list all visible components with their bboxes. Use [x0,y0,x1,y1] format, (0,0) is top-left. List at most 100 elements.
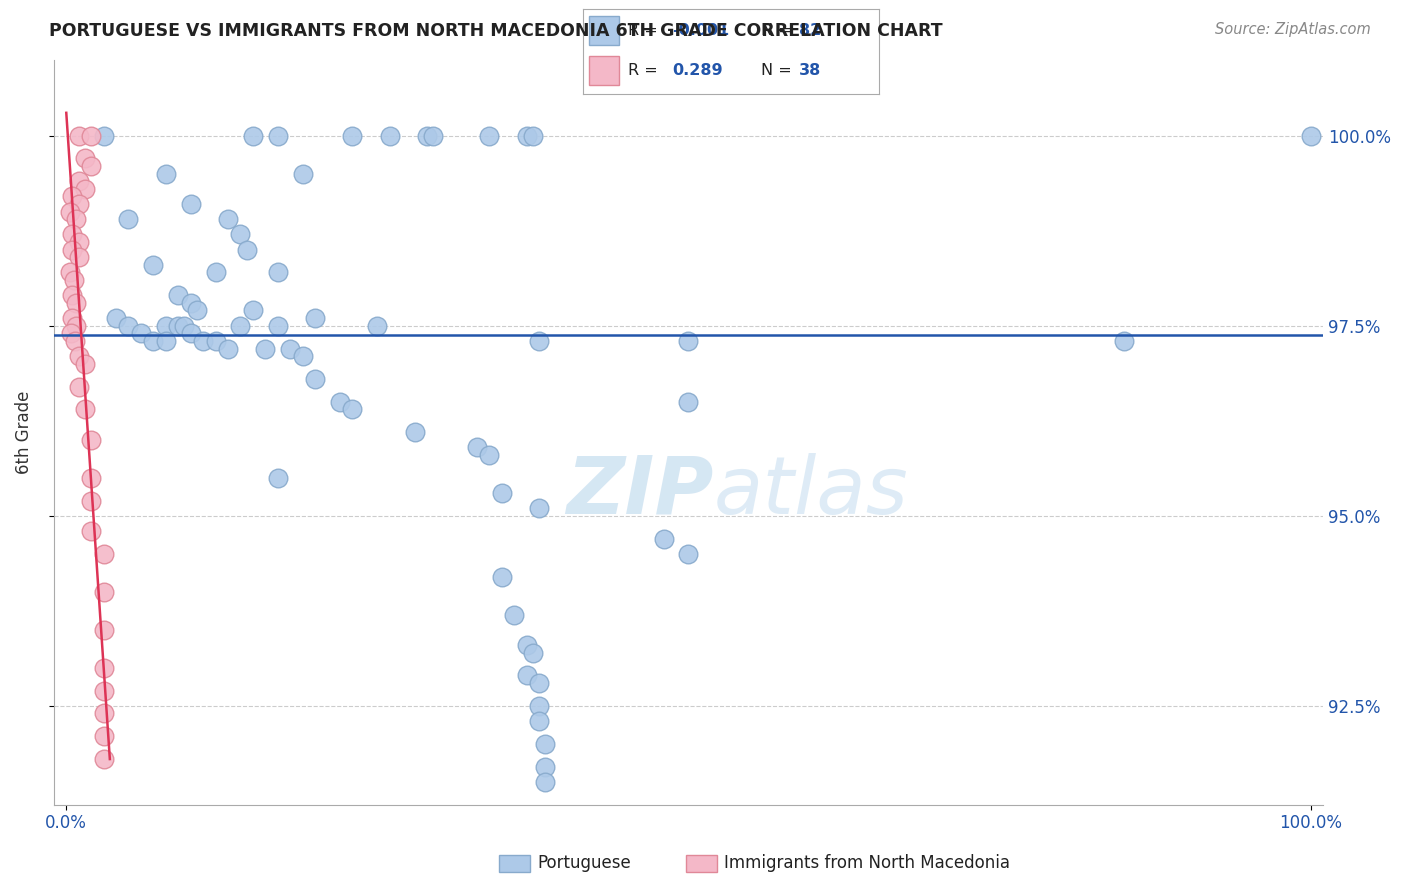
Point [291,349,314,363]
Point [65,318,87,333]
Point [416,128,439,143]
Point [62,189,84,203]
Point [180,296,202,310]
Point [404,425,426,439]
Point [267,318,290,333]
Text: N =: N = [761,22,792,37]
Point [242,303,264,318]
Point [93,706,115,721]
Point [229,318,252,333]
Point [342,128,364,143]
Point [62,273,84,287]
Point [491,486,513,500]
Point [304,311,326,326]
Point [80,524,103,538]
Point [503,607,526,622]
Point [73,182,96,196]
Point [186,303,208,318]
Text: R =: R = [627,22,658,37]
Point [291,167,314,181]
Text: 82: 82 [799,22,821,37]
Point [62,288,84,302]
Point [678,547,700,561]
Point [93,661,115,675]
Point [62,227,84,242]
Point [204,265,226,279]
Point [63,334,86,348]
Point [67,250,90,264]
Point [167,288,190,302]
Point [80,159,103,173]
Point [254,342,277,356]
Point [1299,128,1322,143]
Point [67,174,90,188]
Point [491,569,513,583]
Point [117,212,139,227]
Point [105,311,128,326]
Point [59,265,82,279]
Point [378,128,401,143]
Point [93,623,115,637]
Point [422,128,444,143]
Text: N =: N = [761,63,792,78]
Point [142,258,165,272]
Text: ZIP: ZIP [567,453,714,531]
Point [93,683,115,698]
Point [93,584,115,599]
Point [167,318,190,333]
Point [366,318,388,333]
Point [67,379,90,393]
FancyBboxPatch shape [589,56,619,85]
Point [267,471,290,485]
Point [129,326,152,341]
Point [93,729,115,743]
Point [527,676,550,690]
Point [527,698,550,713]
Point [62,311,84,326]
Point [191,334,214,348]
Point [267,265,290,279]
Point [516,638,538,652]
Text: 0.289: 0.289 [672,63,723,78]
Point [478,128,501,143]
Point [534,759,557,773]
Point [93,752,115,766]
FancyBboxPatch shape [589,16,619,45]
Point [478,448,501,462]
Point [65,296,87,310]
Point [73,152,96,166]
Point [534,775,557,789]
Point [527,501,550,516]
Point [155,167,177,181]
Point [117,318,139,333]
Point [267,128,290,143]
Point [527,334,550,348]
Point [142,334,165,348]
Point [235,243,257,257]
Text: R =: R = [627,63,658,78]
Point [67,197,90,211]
Text: PORTUGUESE VS IMMIGRANTS FROM NORTH MACEDONIA 6TH GRADE CORRELATION CHART: PORTUGUESE VS IMMIGRANTS FROM NORTH MACE… [49,22,943,40]
Y-axis label: 6th Grade: 6th Grade [15,391,32,474]
Text: atlas: atlas [714,453,908,531]
Point [678,334,700,348]
Point [67,128,90,143]
Point [278,342,301,356]
Point [522,128,544,143]
Point [180,326,202,341]
Point [516,128,538,143]
Point [155,318,177,333]
Point [67,349,90,363]
Point [652,532,675,546]
Point [342,402,364,417]
Text: Source: ZipAtlas.com: Source: ZipAtlas.com [1215,22,1371,37]
Point [93,128,115,143]
Point [516,668,538,682]
Text: Portuguese: Portuguese [537,855,631,872]
Point [1112,334,1135,348]
Point [155,334,177,348]
Point [329,394,352,409]
Point [173,318,195,333]
Point [678,394,700,409]
Point [67,235,90,249]
